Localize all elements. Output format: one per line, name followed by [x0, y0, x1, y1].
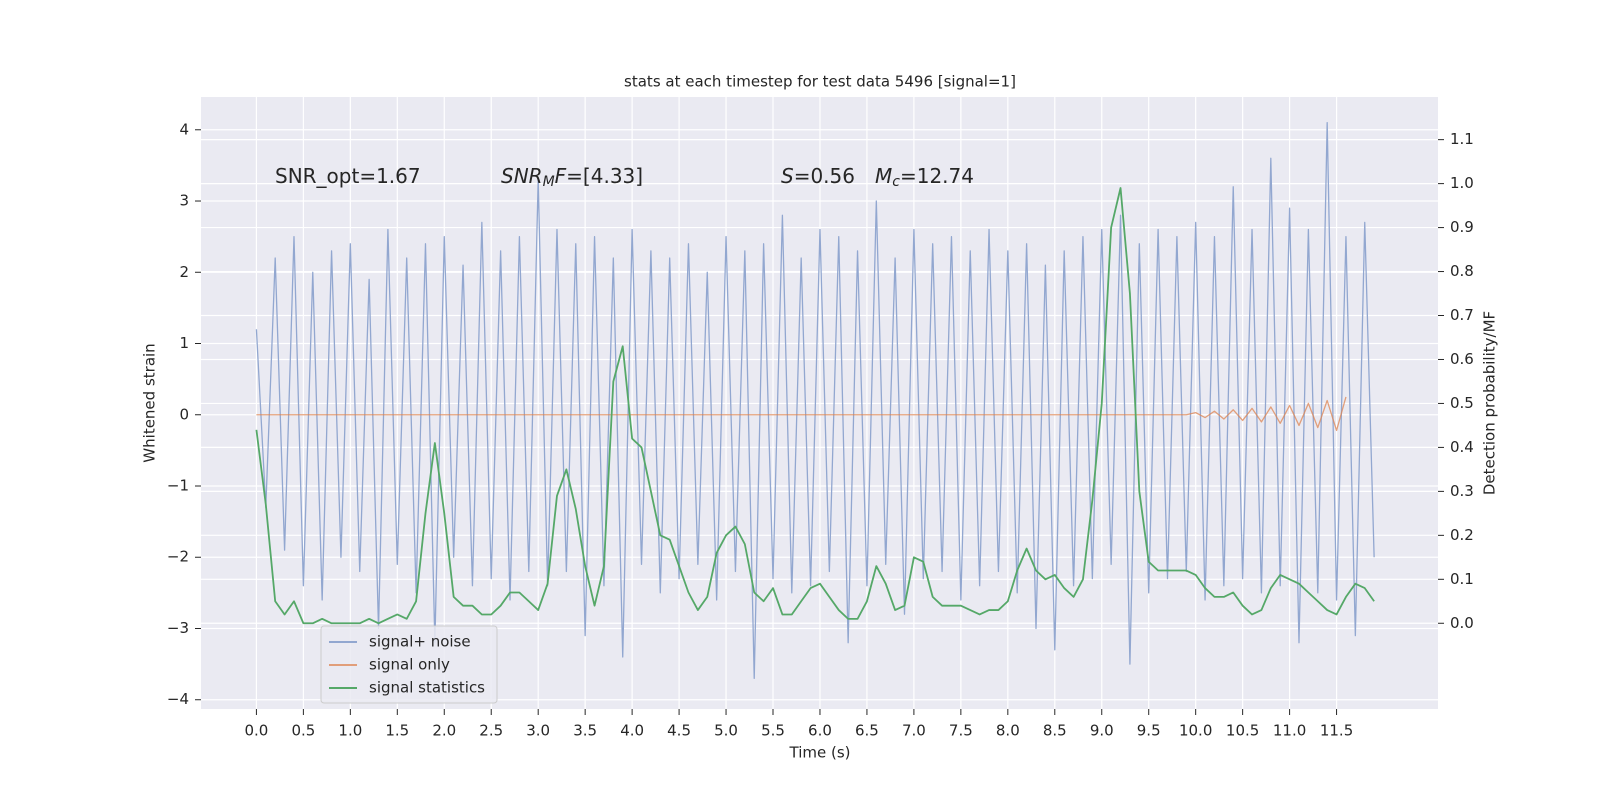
y2-tick-label: 1.1 [1450, 130, 1474, 148]
x-tick-label: 7.5 [949, 722, 973, 740]
annotation: SNR_opt=1.67 [275, 164, 421, 188]
x-tick-label: 2.0 [432, 722, 456, 740]
y-tick-label: 0 [179, 405, 189, 423]
x-tick-label: 6.5 [855, 722, 879, 740]
x-tick-label: 2.5 [479, 722, 503, 740]
y2-tick-label: 0.4 [1450, 438, 1474, 456]
legend-label: signal+ noise [369, 633, 471, 651]
chart-title: stats at each timestep for test data 549… [624, 73, 1016, 91]
y-tick-label: −4 [167, 690, 189, 708]
x-tick-label: 11.5 [1320, 722, 1353, 740]
y2-tick-label: 0.9 [1450, 218, 1474, 236]
series-line [255, 187, 1375, 625]
marks [255, 122, 1375, 680]
y-tick-label: 1 [179, 334, 189, 352]
y-tick-label: 3 [179, 192, 189, 210]
y-tick-label: −3 [167, 619, 189, 637]
x-tick-label: 5.0 [714, 722, 738, 740]
y2-tick-label: 0.3 [1450, 482, 1474, 500]
y-tick-label: −1 [167, 477, 189, 495]
y-tick-label: 2 [179, 263, 189, 281]
x-tick-label: 8.5 [1043, 722, 1067, 740]
x-tick-label: 10.0 [1179, 722, 1212, 740]
x-tick-label: 4.5 [667, 722, 691, 740]
y2-tick-label: 0.7 [1450, 306, 1474, 324]
x-tick-label: 1.5 [385, 722, 409, 740]
y2-tick-label: 0.1 [1450, 570, 1474, 588]
x-tick-label: 3.0 [526, 722, 550, 740]
annotation: SNRMF=[4.33] [501, 164, 643, 191]
legend-label: signal only [369, 656, 450, 674]
x-tick-label: 8.0 [996, 722, 1020, 740]
x-tick-label: 9.0 [1090, 722, 1114, 740]
x-tick-label: 6.0 [808, 722, 832, 740]
y-axis-label: Whitened strain [141, 343, 159, 462]
x-tick-label: 9.5 [1137, 722, 1161, 740]
y2-tick-label: 0.0 [1450, 614, 1474, 632]
x-tick-label: 11.0 [1273, 722, 1306, 740]
x-tick-label: 4.0 [620, 722, 644, 740]
legend-label: signal statistics [369, 679, 485, 697]
y2-axis-label: Detection probability/MF [1481, 311, 1499, 495]
x-tick-label: 0.0 [244, 722, 268, 740]
y2-tick-label: 0.6 [1450, 350, 1474, 368]
y-tick-label: −2 [167, 548, 189, 566]
x-tick-label: 0.5 [291, 722, 315, 740]
legend: signal+ noise signal only signal statistic… [320, 625, 498, 704]
x-tick-label: 7.0 [902, 722, 926, 740]
annotation: S=0.56 [781, 164, 855, 188]
x-axis-label: Time (s) [789, 744, 851, 762]
y2-tick-label: 0.2 [1450, 526, 1474, 544]
y-tick-label: 4 [179, 120, 189, 138]
y2-tick-label: 1.0 [1450, 174, 1474, 192]
series-line [256, 396, 1347, 432]
annotation: Mc=12.74 [875, 164, 974, 191]
y2-tick-label: 0.8 [1450, 262, 1474, 280]
x-tick-label: 3.5 [573, 722, 597, 740]
series-line [255, 122, 1375, 680]
legend-box [320, 625, 498, 704]
y2-tick-label: 0.5 [1450, 394, 1474, 412]
x-tick-label: 1.0 [338, 722, 362, 740]
x-tick-label: 5.5 [761, 722, 785, 740]
x-tick-label: 10.5 [1226, 722, 1259, 740]
